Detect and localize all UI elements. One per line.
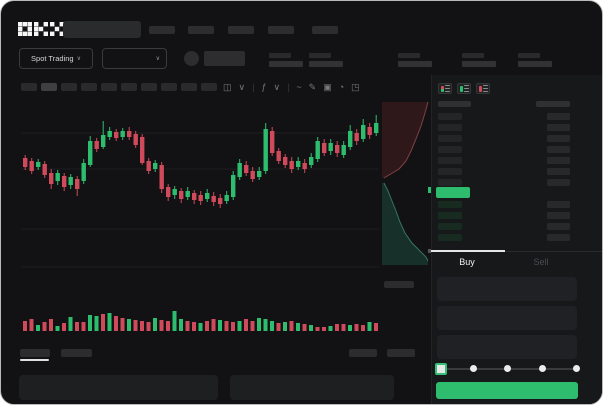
timeframe-button[interactable]: [181, 83, 197, 91]
buy-submit-button[interactable]: [436, 382, 578, 399]
orderbook-amount-header-placeholder: [536, 101, 570, 107]
timeframe-button[interactable]: [161, 83, 177, 91]
timeframe-button[interactable]: [61, 83, 77, 91]
order-input-placeholder[interactable]: [437, 277, 577, 301]
orders-panel-placeholder: [19, 375, 218, 400]
timeframe-button[interactable]: [41, 83, 57, 91]
buy-tab-underline: [431, 250, 505, 252]
orderbook-asks-view-icon[interactable]: [476, 83, 490, 94]
orderbook-bids-view-icon[interactable]: [457, 83, 471, 94]
line-tool-icon[interactable]: ~: [296, 82, 302, 92]
ask-row-placeholder[interactable]: [432, 157, 602, 164]
bid-row-placeholder[interactable]: [432, 234, 602, 241]
ticker-stat-placeholder: [309, 53, 343, 68]
volume-chart[interactable]: [21, 297, 379, 331]
order-input-placeholder[interactable]: [437, 335, 577, 359]
slider-handle[interactable]: [435, 363, 447, 375]
bid-row-placeholder[interactable]: [432, 223, 602, 230]
bottom-action-1[interactable]: [349, 349, 377, 357]
ask-row-placeholder[interactable]: [432, 146, 602, 153]
toolbar-divider: |: [287, 82, 290, 92]
pair-coin-icon: [184, 51, 199, 66]
last-price-placeholder: [204, 51, 245, 66]
timeframe-button[interactable]: [21, 83, 37, 91]
toolbar-divider: |: [252, 82, 255, 92]
bottom-action-2[interactable]: [387, 349, 415, 357]
chart-corner-placeholder: [384, 281, 414, 288]
pair-dropdown[interactable]: ∨: [102, 48, 167, 69]
tabs-divider: [431, 251, 602, 252]
bid-row-placeholder[interactable]: [432, 201, 602, 208]
ask-row-placeholder[interactable]: [432, 135, 602, 142]
history-panel-placeholder: [230, 375, 394, 400]
draw-pencil-icon[interactable]: ✎: [308, 81, 317, 92]
tab-buy[interactable]: Buy: [459, 257, 475, 267]
order-input-placeholder[interactable]: [437, 306, 577, 330]
bottom-tab-1[interactable]: [20, 349, 50, 357]
chevron-down-icon[interactable]: ∨: [273, 81, 281, 92]
slider-stop[interactable]: [504, 365, 511, 372]
nav-item-placeholder[interactable]: [228, 26, 254, 34]
indicators-icon[interactable]: ƒ: [261, 82, 267, 92]
search-input[interactable]: [63, 21, 141, 38]
candlestick-type-icon[interactable]: ◫: [223, 81, 232, 92]
timeframe-button[interactable]: [121, 83, 137, 91]
slider-stop[interactable]: [573, 365, 580, 372]
timeframe-button[interactable]: [81, 83, 97, 91]
timeframe-button[interactable]: [141, 83, 157, 91]
market-type-dropdown[interactable]: Spot Trading ∨: [19, 48, 93, 69]
bottom-tab-2[interactable]: [61, 349, 92, 357]
market-type-label: Spot Trading: [31, 54, 74, 63]
ask-row-placeholder[interactable]: [432, 124, 602, 131]
ask-row-placeholder[interactable]: [432, 179, 602, 186]
last-price-highlight[interactable]: [436, 187, 470, 198]
ticker-stat-placeholder: [518, 53, 552, 68]
nav-item-placeholder[interactable]: [312, 26, 338, 34]
okx-logo: [18, 22, 64, 36]
history-icon[interactable]: ◔: [338, 82, 345, 92]
slider-stop[interactable]: [538, 365, 546, 372]
ticker-stat-placeholder: [269, 53, 303, 68]
orderbook-both-view-icon[interactable]: [438, 83, 452, 94]
ticker-stat-placeholder: [398, 53, 432, 68]
slider-stop[interactable]: [469, 365, 477, 372]
ask-row-placeholder[interactable]: [432, 113, 602, 120]
timeframe-button[interactable]: [101, 83, 117, 91]
chevron-down-icon: ∨: [155, 56, 160, 62]
ask-row-placeholder[interactable]: [432, 168, 602, 175]
nav-item-placeholder[interactable]: [188, 26, 214, 34]
fullscreen-icon[interactable]: ◳: [351, 81, 360, 92]
active-tab-underline: [20, 359, 49, 361]
orderbook-price-header-placeholder: [438, 101, 471, 107]
chart-toolbar-icons: ◫ ∨ | ƒ ∨ | ~ ✎ ▣ ◔ ◳: [223, 80, 360, 94]
nav-item-placeholder[interactable]: [268, 26, 294, 34]
tab-sell[interactable]: Sell: [533, 257, 549, 267]
nav-item-placeholder[interactable]: [149, 26, 175, 34]
timeframe-button[interactable]: [201, 83, 217, 91]
candlestick-chart[interactable]: [21, 101, 379, 291]
ticker-stat-placeholder: [462, 53, 496, 68]
screenshot-icon[interactable]: ▣: [323, 81, 332, 92]
chevron-down-icon[interactable]: ∨: [238, 81, 246, 92]
chevron-down-icon: ∨: [76, 56, 81, 62]
depth-chart[interactable]: [381, 99, 431, 295]
bid-row-placeholder[interactable]: [432, 212, 602, 219]
